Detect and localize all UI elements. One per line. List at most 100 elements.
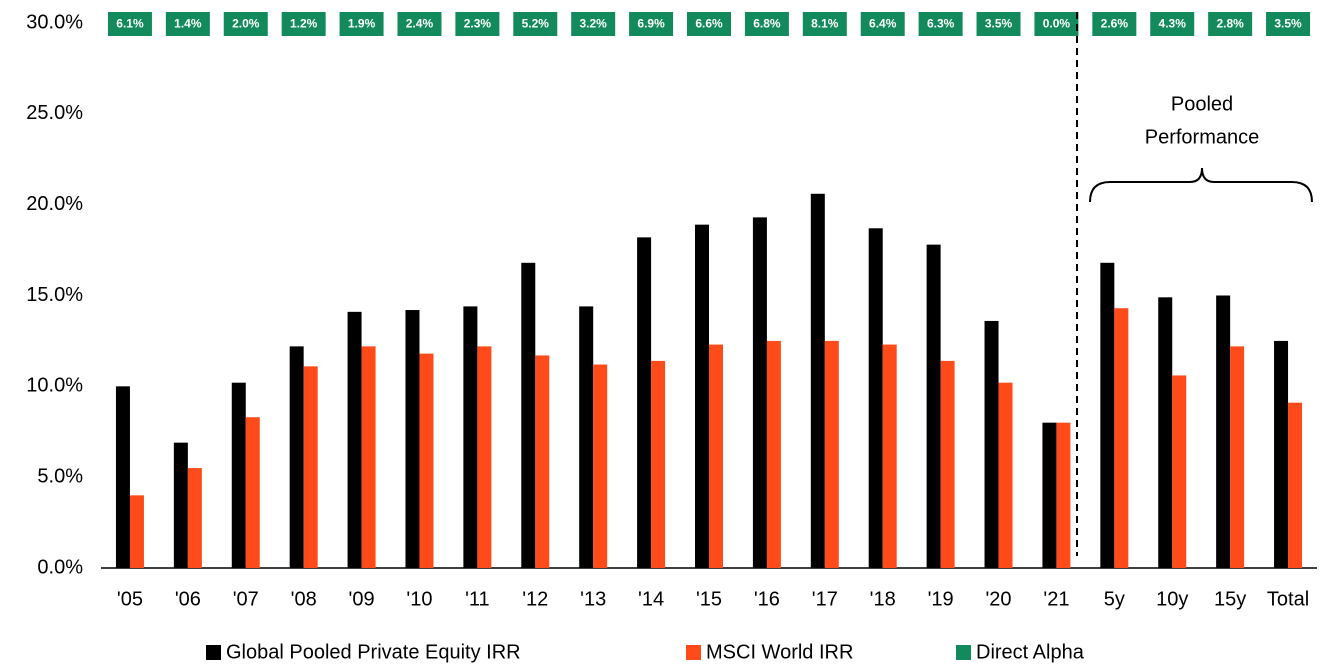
alpha-box bbox=[687, 12, 731, 36]
alpha-box bbox=[513, 12, 558, 36]
bar bbox=[752, 217, 767, 568]
x-tick-label: '19 bbox=[928, 588, 954, 610]
data-label: 3.5% bbox=[985, 17, 1013, 31]
y-tick-label: 5.0% bbox=[37, 465, 83, 487]
alpha-box bbox=[802, 12, 847, 36]
bar bbox=[535, 355, 550, 568]
bar bbox=[115, 386, 130, 568]
annotation: Pooled bbox=[1171, 93, 1233, 115]
legend-swatch bbox=[956, 645, 971, 660]
bar bbox=[1172, 375, 1187, 568]
data-label: 6.1% bbox=[116, 17, 144, 31]
data-label: 0.0% bbox=[1043, 17, 1071, 31]
bar bbox=[521, 262, 536, 568]
data-label: 1.9% bbox=[348, 17, 376, 31]
legend-label: Global Pooled Private Equity IRR bbox=[226, 641, 521, 663]
annotation: Performance bbox=[1145, 126, 1260, 148]
bar bbox=[1288, 402, 1303, 568]
y-tick-label: 30.0% bbox=[26, 11, 83, 33]
legend-label: Direct Alpha bbox=[976, 641, 1085, 663]
data-label: 6.9% bbox=[637, 17, 665, 31]
y-tick-label: 15.0% bbox=[26, 284, 83, 306]
x-tick-label: 5y bbox=[1104, 588, 1125, 610]
bar bbox=[245, 417, 260, 568]
data-label: 2.4% bbox=[406, 17, 434, 31]
bar bbox=[882, 344, 897, 568]
bar bbox=[361, 346, 376, 568]
bar bbox=[637, 237, 652, 568]
x-tick-label: '07 bbox=[233, 588, 259, 610]
alpha-box bbox=[455, 12, 500, 36]
bar bbox=[1100, 262, 1115, 568]
x-tick-label: '20 bbox=[985, 588, 1011, 610]
bar bbox=[1216, 295, 1231, 568]
data-label: 5.2% bbox=[522, 17, 550, 31]
alpha-box bbox=[744, 12, 789, 36]
x-tick-label: Total bbox=[1267, 588, 1309, 610]
bar bbox=[940, 360, 955, 568]
data-label: 1.2% bbox=[290, 17, 318, 31]
alpha-box bbox=[107, 12, 152, 36]
bar bbox=[579, 306, 594, 568]
data-label: 1.4% bbox=[174, 17, 202, 31]
x-tick-label: '21 bbox=[1043, 588, 1069, 610]
bar bbox=[766, 340, 781, 568]
alpha-box bbox=[629, 12, 674, 36]
bar bbox=[173, 442, 188, 568]
x-tick-label: '10 bbox=[406, 588, 432, 610]
x-tick-label: '17 bbox=[812, 588, 838, 610]
data-label: 2.3% bbox=[464, 17, 492, 31]
bar bbox=[1274, 340, 1289, 568]
y-tick-label: 10.0% bbox=[26, 375, 83, 397]
bar bbox=[405, 310, 420, 568]
data-label: 8.1% bbox=[811, 17, 839, 31]
alpha-box bbox=[860, 12, 905, 36]
y-tick-label: 20.0% bbox=[26, 193, 83, 215]
bar bbox=[303, 366, 318, 568]
bar bbox=[419, 353, 434, 568]
alpha-box bbox=[223, 12, 268, 36]
alpha-box bbox=[1092, 12, 1137, 36]
bar bbox=[289, 346, 304, 568]
x-tick-label: '06 bbox=[175, 588, 201, 610]
alpha-box bbox=[165, 12, 210, 36]
bar bbox=[187, 468, 202, 568]
alpha-box bbox=[1034, 12, 1079, 36]
alpha-box bbox=[918, 12, 963, 36]
bar bbox=[231, 382, 246, 568]
data-label: 4.3% bbox=[1159, 17, 1187, 31]
alpha-box bbox=[397, 12, 442, 36]
x-tick-label: '05 bbox=[117, 588, 143, 610]
bar bbox=[695, 224, 709, 568]
data-label: 3.5% bbox=[1274, 17, 1302, 31]
x-tick-label: '08 bbox=[291, 588, 317, 610]
bar bbox=[1042, 422, 1057, 568]
alpha-box bbox=[339, 12, 384, 36]
data-label: 6.4% bbox=[869, 17, 897, 31]
data-label: 3.2% bbox=[580, 17, 608, 31]
y-tick-label: 25.0% bbox=[26, 102, 83, 124]
bar bbox=[129, 495, 144, 568]
x-tick-label: '15 bbox=[696, 588, 722, 610]
x-tick-label: 15y bbox=[1214, 588, 1246, 610]
bar bbox=[810, 193, 825, 568]
x-tick-label: '16 bbox=[754, 588, 780, 610]
alpha-box bbox=[571, 12, 616, 36]
alpha-box bbox=[976, 12, 1021, 36]
bar bbox=[1114, 308, 1129, 568]
bar bbox=[998, 382, 1013, 568]
data-label: 2.6% bbox=[1101, 17, 1129, 31]
x-tick-label: '18 bbox=[870, 588, 896, 610]
legend-swatch bbox=[686, 645, 701, 660]
bar bbox=[926, 244, 941, 568]
bar bbox=[477, 346, 492, 568]
x-tick-label: 10y bbox=[1156, 588, 1188, 610]
alpha-box bbox=[281, 12, 326, 36]
x-tick-label: '12 bbox=[522, 588, 548, 610]
bar bbox=[709, 344, 723, 568]
x-tick-label: '14 bbox=[638, 588, 664, 610]
legend-label: MSCI World IRR bbox=[706, 641, 853, 663]
bar bbox=[651, 360, 666, 568]
x-tick-label: '09 bbox=[349, 588, 375, 610]
